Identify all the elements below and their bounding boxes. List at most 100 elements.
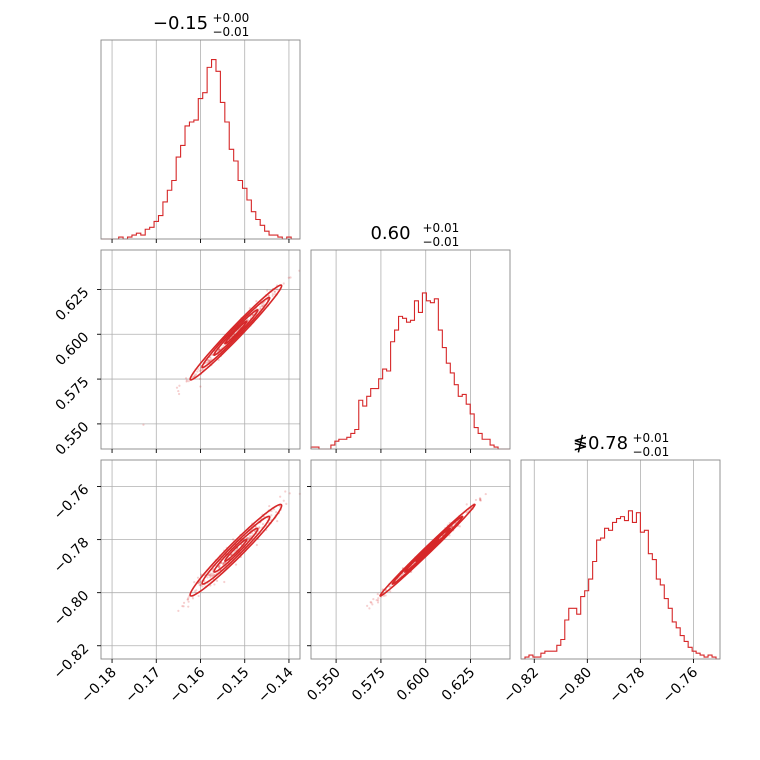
sample-point xyxy=(196,370,199,373)
sample-point xyxy=(178,384,181,387)
sample-point xyxy=(384,594,387,597)
sample-point xyxy=(205,361,208,364)
sample-point xyxy=(193,375,196,378)
sample-point xyxy=(177,609,180,612)
param-title-minus-1: −0.01 xyxy=(423,235,460,249)
sample-point xyxy=(198,580,201,583)
contour-p1_p2-3 xyxy=(379,503,476,597)
sample-point xyxy=(215,579,219,583)
sample-point xyxy=(248,535,251,538)
sample-point xyxy=(465,511,468,514)
param-title-2: ≸0.78 xyxy=(573,433,628,454)
sample-point xyxy=(249,535,252,538)
sample-point xyxy=(376,601,380,604)
y-tick-label-2-1: −0.80 xyxy=(51,588,93,630)
sample-point xyxy=(261,305,264,308)
x-tick-label-2-3: −0.76 xyxy=(660,664,702,706)
sample-point xyxy=(182,601,186,604)
param-title-minus-2: −0.01 xyxy=(633,445,670,459)
sample-point xyxy=(198,584,201,587)
contour-p0_p1-0 xyxy=(224,320,248,345)
sample-point xyxy=(177,392,181,396)
sample-point xyxy=(382,594,386,597)
sample-point xyxy=(197,582,201,585)
y-tick-label-2-2: −0.78 xyxy=(51,535,93,577)
contour-p0_p2-3 xyxy=(189,503,283,597)
sample-point xyxy=(261,523,265,526)
hist-frame-2 xyxy=(520,459,721,660)
sample-point xyxy=(191,597,195,600)
sample-point xyxy=(182,605,185,608)
y-tick-label-2-3: −0.76 xyxy=(51,482,93,524)
contour-p0_p2-2 xyxy=(201,515,271,585)
sample-point xyxy=(371,603,374,606)
sample-point xyxy=(270,514,273,517)
sample-point xyxy=(211,574,215,577)
sample-point xyxy=(271,294,274,298)
x-tick-label-1-3: 0.625 xyxy=(439,665,479,705)
sample-point xyxy=(213,583,216,586)
sample-point xyxy=(251,532,254,535)
sample-point xyxy=(209,359,212,362)
x-tick-label-0-0: −0.18 xyxy=(78,665,120,707)
sample-point xyxy=(206,361,209,364)
sample-point xyxy=(267,294,270,298)
sample-point xyxy=(222,344,225,348)
contour-p1_p2-2 xyxy=(391,515,464,585)
y-tick-label-1-3: 0.625 xyxy=(53,284,93,324)
sample-point xyxy=(208,573,211,577)
sample-point xyxy=(377,597,380,600)
sample-point xyxy=(142,423,145,426)
sample-point xyxy=(479,498,482,501)
x-tick-label-0-4: −0.14 xyxy=(255,664,297,706)
sample-point xyxy=(255,300,258,303)
contour-p0_p2-0 xyxy=(224,538,248,562)
sample-point xyxy=(222,563,225,566)
sample-point xyxy=(484,492,487,496)
sample-point xyxy=(187,605,190,608)
sample-point xyxy=(203,580,206,583)
sample-point xyxy=(186,598,190,601)
sample-point xyxy=(210,574,213,578)
sample-point xyxy=(184,377,188,380)
sample-point xyxy=(375,599,378,602)
sample-point xyxy=(201,368,205,371)
sample-point xyxy=(224,561,227,564)
sample-point xyxy=(199,369,202,372)
sample-point xyxy=(258,526,261,529)
sample-point xyxy=(276,288,279,291)
histogram-0 xyxy=(101,59,300,240)
sample-point xyxy=(248,537,251,540)
sample-point xyxy=(253,530,257,533)
sample-point xyxy=(209,574,212,577)
sample-point xyxy=(282,499,285,502)
sample-point xyxy=(266,289,269,292)
contour-p0_p1-1 xyxy=(213,308,259,356)
sample-point xyxy=(368,607,371,610)
sample-point xyxy=(195,589,198,592)
sample-point xyxy=(268,504,271,508)
sample-point xyxy=(201,585,204,588)
sample-point xyxy=(217,565,220,569)
param-title-plus-2: +0.01 xyxy=(633,431,670,445)
sample-point xyxy=(276,519,279,523)
contour-p0_p1-2 xyxy=(201,296,271,369)
sample-point xyxy=(249,315,253,318)
sample-point xyxy=(200,573,203,576)
sample-point xyxy=(261,304,264,308)
sample-point xyxy=(273,290,276,293)
sample-point xyxy=(369,601,372,604)
sample-point xyxy=(388,586,391,589)
contour-p1_p2-1 xyxy=(403,527,452,574)
sample-point xyxy=(221,562,225,566)
sample-point xyxy=(181,605,184,608)
sample-point xyxy=(287,276,290,279)
sample-point xyxy=(288,492,291,495)
x-tick-label-1-0: 0.550 xyxy=(304,665,344,705)
sample-point xyxy=(187,600,190,603)
y-tick-label-1-1: 0.575 xyxy=(53,374,93,414)
sample-point xyxy=(223,580,226,584)
sample-point xyxy=(479,499,482,502)
y-tick-label-1-0: 0.550 xyxy=(53,419,93,459)
x-tick-label-2-2: −0.78 xyxy=(607,665,649,707)
